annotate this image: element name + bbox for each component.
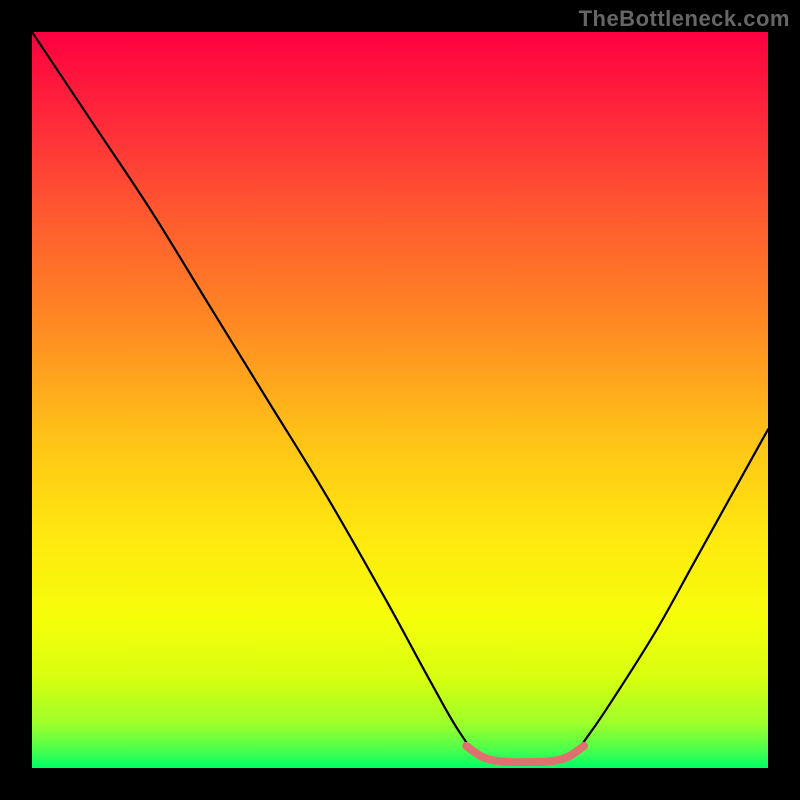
chart-background [32, 32, 768, 768]
canvas: TheBottleneck.com [0, 0, 800, 800]
chart-svg [32, 32, 768, 768]
chart-plot-area [32, 32, 768, 768]
watermark-text: TheBottleneck.com [579, 6, 790, 32]
